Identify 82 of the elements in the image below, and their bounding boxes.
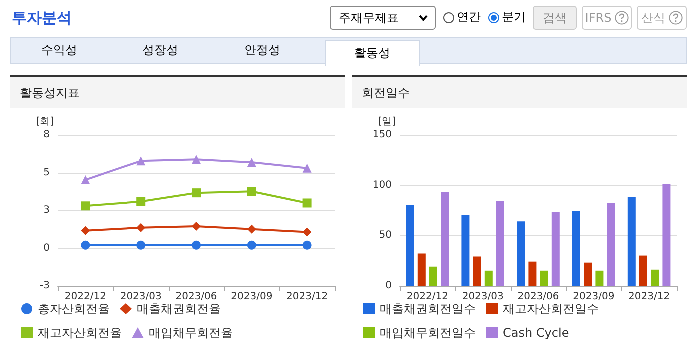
- bar: [640, 256, 648, 286]
- point: [136, 240, 146, 250]
- y-tick-label: 0: [44, 242, 50, 254]
- point: [302, 240, 312, 250]
- point: [247, 158, 256, 168]
- y-axis-title: [일]: [378, 116, 396, 128]
- x-tick-label: 2023/03: [462, 292, 504, 302]
- point: [81, 226, 90, 236]
- y-tick-label: 100: [372, 180, 392, 191]
- bar: [651, 270, 660, 286]
- legend-label: 매출채권회전율: [137, 302, 221, 316]
- y-tick-label: 150: [372, 130, 392, 140]
- text: IFRS: [585, 11, 612, 25]
- point: [302, 228, 312, 237]
- x-tick-label: 2023/12: [628, 292, 670, 302]
- legend-label: 매출채권회전일수: [380, 302, 476, 316]
- text: 투자분석: [12, 9, 72, 27]
- bar: [418, 254, 426, 286]
- text: 안정성: [244, 43, 280, 57]
- point: [302, 198, 312, 208]
- text: 연간: [457, 9, 481, 26]
- point: [81, 176, 90, 185]
- bar: [662, 184, 671, 286]
- legend-label: 재고자산회전율: [38, 326, 122, 340]
- text: 수익성: [42, 43, 78, 57]
- bar: [552, 212, 560, 286]
- bar: [406, 205, 414, 286]
- chart-title: 회전일수: [352, 77, 687, 108]
- point: [192, 222, 201, 231]
- legend-label: 매입채무회전일수: [380, 326, 476, 340]
- x-tick-label: 2023/09: [231, 292, 273, 302]
- x-tick-label: 2023/09: [573, 292, 615, 302]
- bar: [596, 270, 604, 286]
- y-tick-label: 5: [44, 167, 50, 178]
- bar: [430, 266, 438, 286]
- x-tick-label: 2023/06: [518, 292, 560, 302]
- point: [136, 223, 146, 232]
- y-tick-label: 3: [44, 205, 50, 216]
- text: 분기: [502, 9, 526, 26]
- bar: [584, 262, 592, 286]
- bar: [528, 262, 537, 286]
- point: [247, 240, 256, 250]
- chart-title: 활동성지표: [10, 77, 345, 108]
- bar: [441, 192, 450, 286]
- legend-label: 총자산회전율: [38, 302, 110, 316]
- point: [192, 155, 201, 164]
- text: 주재무제표: [339, 11, 399, 25]
- point: [136, 197, 146, 206]
- text: 성장성: [142, 43, 178, 57]
- bar: [484, 270, 493, 286]
- bar: [607, 203, 616, 286]
- text: 검색: [543, 10, 567, 26]
- text: 산식: [642, 10, 666, 26]
- point: [192, 240, 201, 250]
- x-tick-label: 2022/12: [64, 292, 106, 302]
- point: [247, 224, 256, 234]
- y-tick-label: 50: [379, 230, 392, 242]
- bar: [572, 212, 580, 286]
- x-tick-label: 2022/12: [406, 292, 448, 302]
- point: [302, 164, 312, 173]
- bar: [517, 222, 526, 286]
- y-tick-label: 8: [44, 130, 50, 140]
- x-tick-label: 2023/06: [176, 292, 218, 302]
- y-tick-label: 0: [386, 280, 392, 292]
- bar: [540, 270, 548, 286]
- legend-label: Cash Cycle: [503, 326, 570, 340]
- point: [136, 156, 146, 166]
- legend-label: 재고자산회전일수: [503, 302, 599, 316]
- legend-label: 매입채무회전율: [149, 326, 233, 340]
- x-tick-label: 2023/03: [120, 292, 162, 302]
- y-tick-label: -3: [40, 280, 50, 292]
- y-axis-title: [회]: [36, 116, 54, 128]
- bar: [473, 256, 482, 286]
- point: [81, 240, 90, 250]
- bar: [496, 201, 504, 286]
- bar: [462, 216, 470, 286]
- x-tick-label: 2023/12: [286, 292, 328, 302]
- point: [81, 202, 90, 211]
- text: 활동성: [354, 46, 390, 60]
- point: [247, 187, 256, 196]
- point: [192, 188, 201, 198]
- bar: [628, 197, 636, 286]
